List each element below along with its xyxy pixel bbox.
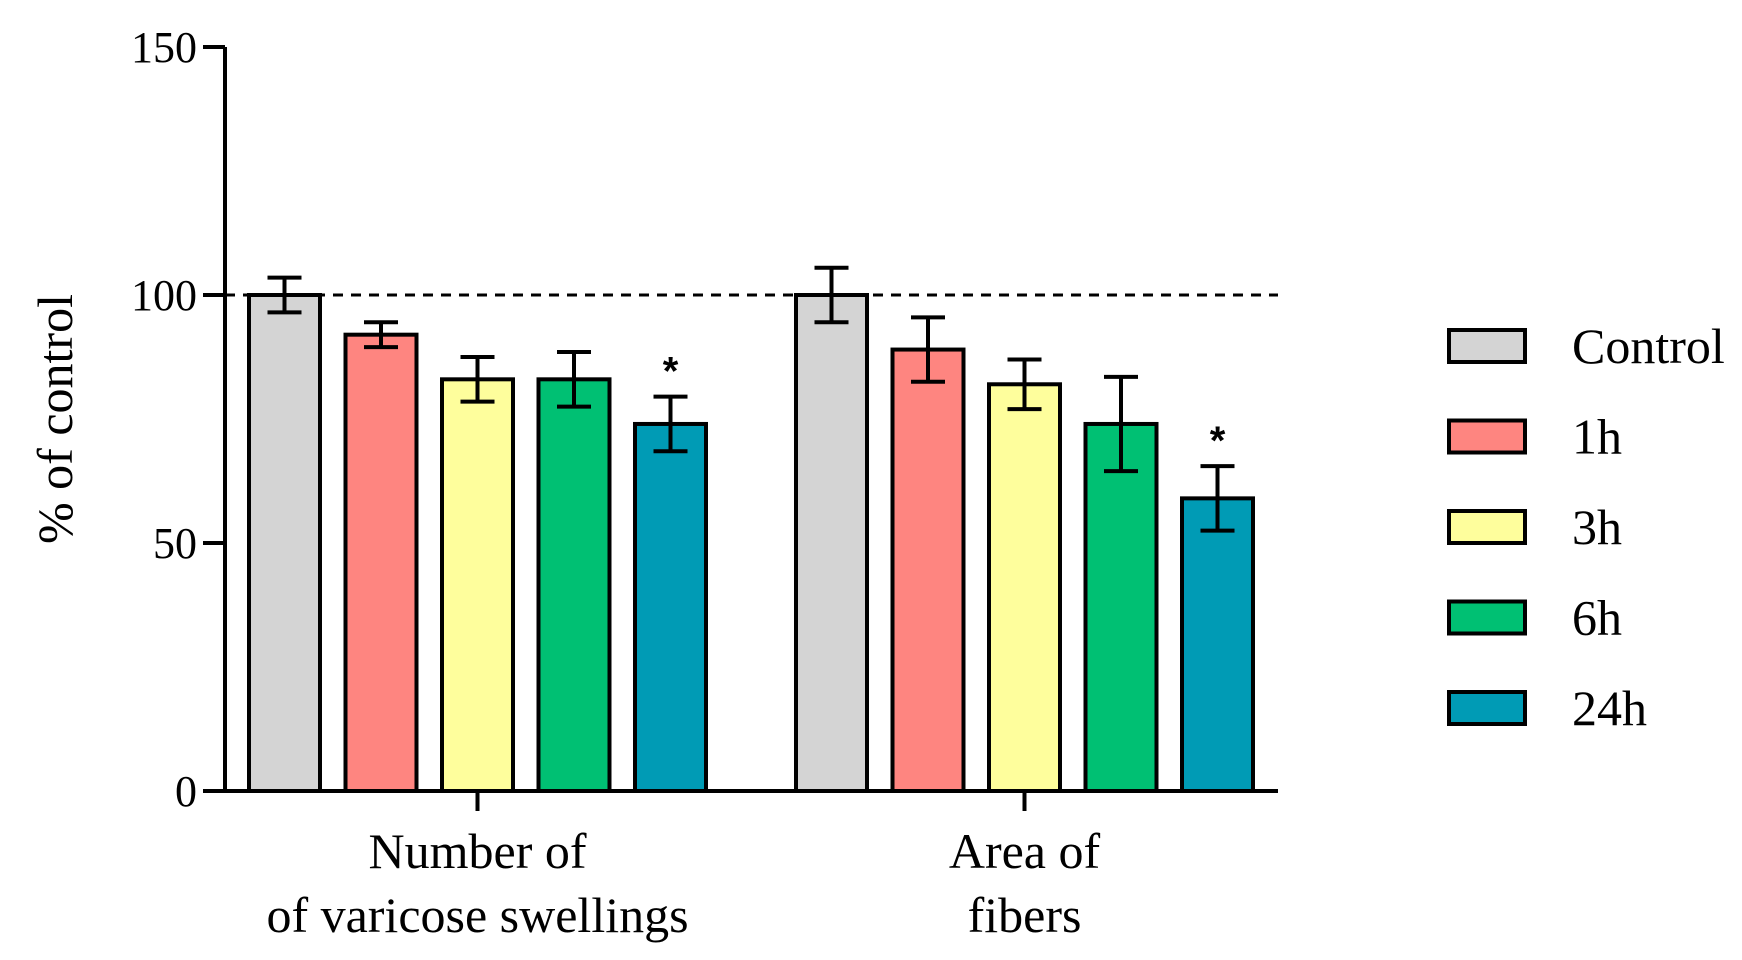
legend-swatch-3h — [1447, 509, 1527, 545]
bar-3h-1 — [987, 382, 1062, 793]
y-tick-label: 0 — [175, 767, 197, 816]
category-label-line1: Number of — [369, 823, 587, 879]
legend-label-control: Control — [1572, 318, 1725, 374]
y-tick-label: 50 — [153, 519, 197, 568]
legend-swatch-control — [1447, 328, 1527, 364]
bar-1h-0 — [343, 332, 419, 793]
y-axis-label: % of control — [27, 294, 83, 544]
legend-label-6h: 6h — [1572, 590, 1622, 646]
legend-swatch-1h — [1447, 418, 1527, 455]
bar-control-1 — [794, 293, 869, 793]
bar-24h-1 — [1180, 496, 1255, 793]
legend-label-24h: 24h — [1572, 680, 1647, 736]
legend-swatch-6h — [1447, 599, 1527, 636]
category-label-line2: of varicose swellings — [266, 887, 688, 943]
y-tick-label: 100 — [131, 271, 197, 320]
significance-marker: * — [1210, 419, 1226, 463]
significance-marker: * — [663, 350, 679, 394]
bar-1h-1 — [890, 347, 966, 793]
bar-6h-0 — [536, 377, 612, 793]
category-label-line2: fibers — [968, 887, 1082, 943]
legend-label-3h: 3h — [1572, 499, 1622, 555]
y-tick-label: 150 — [131, 23, 197, 72]
legend-swatch-24h — [1447, 690, 1527, 726]
bar-6h-1 — [1083, 421, 1159, 793]
legend-label-1h: 1h — [1572, 409, 1622, 465]
bar-24h-0 — [633, 421, 708, 793]
bar-control-0 — [247, 293, 322, 793]
category-label-line1: Area of — [949, 823, 1101, 879]
bar-3h-0 — [440, 377, 515, 793]
